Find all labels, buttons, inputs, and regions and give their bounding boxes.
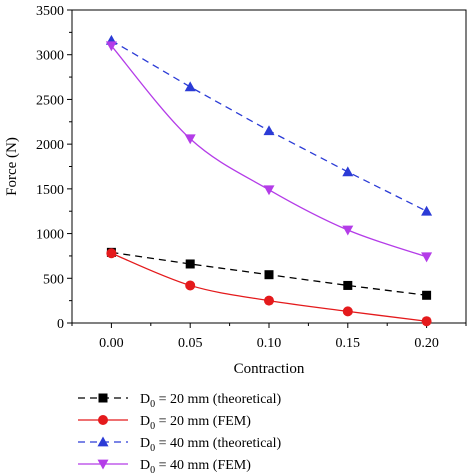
legend-marker <box>97 459 109 470</box>
data-point <box>421 205 433 216</box>
y-tick-label: 2000 <box>36 138 64 153</box>
data-point <box>264 295 274 306</box>
y-tick-label: 500 <box>43 272 64 287</box>
data-point <box>185 259 195 269</box>
series-line <box>111 252 427 322</box>
legend-marker <box>97 436 109 447</box>
series-3 <box>105 41 433 263</box>
data-point <box>105 41 117 52</box>
data-point <box>264 270 274 280</box>
legend-item: D0 = 40 mm (FEM) <box>78 458 251 474</box>
data-point <box>106 248 117 259</box>
data-point <box>422 290 432 300</box>
legend-item: D0 = 20 mm (FEM) <box>78 414 251 432</box>
legend-marker <box>98 393 108 403</box>
data-point <box>185 280 196 291</box>
data-point <box>342 166 354 177</box>
legend-label: D0 = 20 mm (theoretical) <box>140 392 282 410</box>
legend-label-main: D <box>140 414 150 429</box>
legend-label-subscript: 0 <box>150 399 155 410</box>
y-tick-label: 3500 <box>36 4 64 19</box>
data-point <box>263 125 275 136</box>
legend-label-rest: = 20 mm (theoretical) <box>155 392 281 407</box>
y-tick-label: 0 <box>57 317 64 332</box>
series-1 <box>106 248 432 327</box>
x-tick-label: 0.00 <box>99 336 124 351</box>
y-tick-label: 1500 <box>36 183 64 198</box>
legend: D0 = 20 mm (theoretical)D0 = 20 mm (FEM)… <box>78 392 282 474</box>
series-0 <box>106 247 432 300</box>
y-tick-label: 2500 <box>36 93 64 108</box>
legend-label-rest: = 40 mm (theoretical) <box>155 436 281 451</box>
x-tick-label: 0.10 <box>257 336 282 351</box>
legend-label: D0 = 40 mm (theoretical) <box>140 436 282 454</box>
y-tick-label: 3000 <box>36 49 64 64</box>
legend-label-rest: = 40 mm (FEM) <box>155 458 251 473</box>
data-point <box>421 316 432 327</box>
data-point <box>342 225 354 236</box>
legend-label-subscript: 0 <box>150 443 155 454</box>
legend-item: D0 = 40 mm (theoretical) <box>78 436 282 454</box>
x-tick-label: 0.05 <box>178 336 203 351</box>
legend-label-subscript: 0 <box>150 465 155 474</box>
legend-marker <box>98 415 108 425</box>
legend-label: D0 = 40 mm (FEM) <box>140 458 251 474</box>
data-point <box>263 185 275 196</box>
y-tick-label: 1000 <box>36 228 64 243</box>
series-line <box>110 45 427 258</box>
x-axis-title: Contraction <box>234 361 305 377</box>
data-point <box>421 252 433 263</box>
data-point <box>184 134 196 145</box>
legend-item: D0 = 20 mm (theoretical) <box>78 392 282 410</box>
y-axis-title: Force (N) <box>4 137 20 196</box>
legend-label-main: D <box>140 392 150 407</box>
x-tick-label: 0.20 <box>414 336 439 351</box>
legend-label-main: D <box>140 436 150 451</box>
axes: 0 500 1000 1500 2000 2500 3000 3500 0.00 0.05 0.10… <box>36 4 467 351</box>
x-tick-label: 0.15 <box>336 336 361 351</box>
data-point <box>342 306 353 317</box>
data-point <box>343 280 353 290</box>
data-point <box>184 81 196 92</box>
legend-label-rest: = 20 mm (FEM) <box>155 414 251 429</box>
legend-label: D0 = 20 mm (FEM) <box>140 414 251 432</box>
legend-label-main: D <box>140 458 150 473</box>
plot-area <box>105 34 433 327</box>
legend-label-subscript: 0 <box>150 421 155 432</box>
